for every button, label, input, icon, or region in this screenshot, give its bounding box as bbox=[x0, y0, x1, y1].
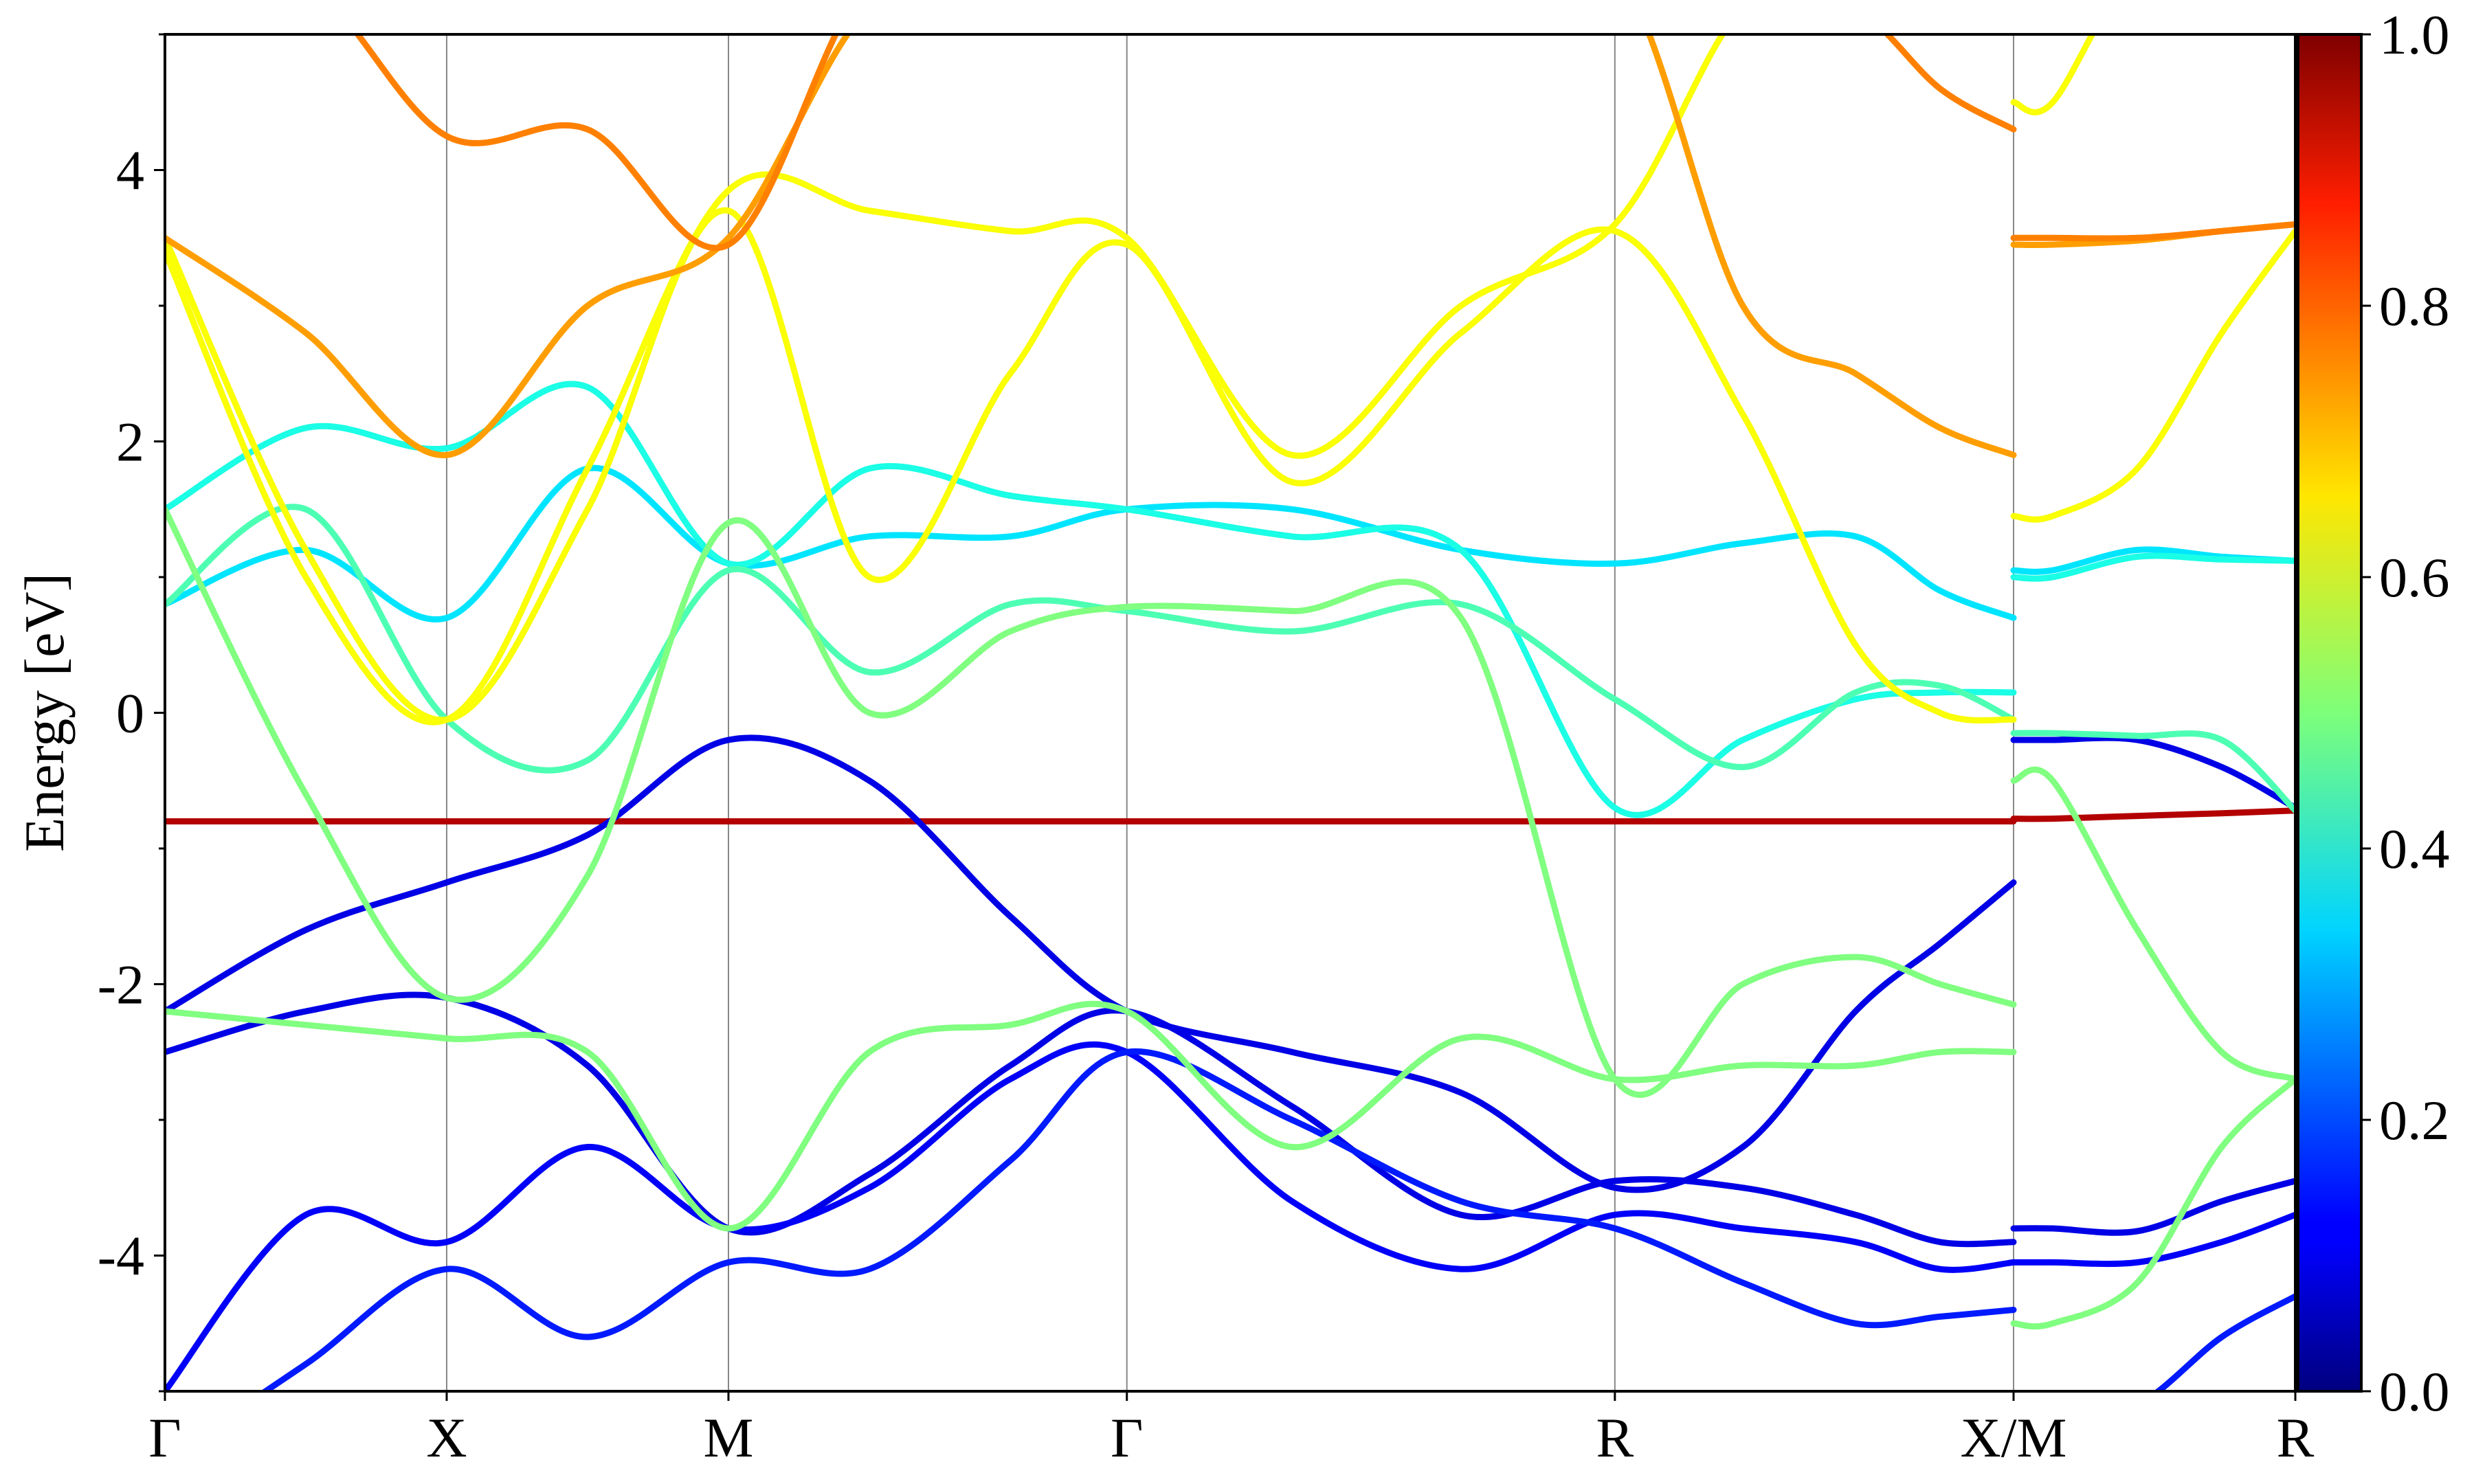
band-line bbox=[165, 34, 2017, 458]
band-lines bbox=[165, 34, 2295, 1391]
axis-ticks: Γ X M Γ R X/M R 4 2 0 -2 -4 bbox=[98, 33, 2315, 1469]
band-line bbox=[2010, 34, 2096, 115]
band-line bbox=[2010, 1076, 2295, 1330]
colorbar-tick-label: 1.0 bbox=[2379, 3, 2450, 66]
x-tick-label: X bbox=[426, 1406, 467, 1469]
band-line bbox=[2010, 221, 2295, 242]
colorbar-tick-label: 0.2 bbox=[2379, 1089, 2450, 1151]
y-tick-label: 2 bbox=[116, 411, 144, 473]
y-tick-label: 4 bbox=[116, 139, 144, 202]
band-line bbox=[165, 381, 2017, 818]
x-tick-label: Γ bbox=[1111, 1406, 1143, 1469]
y-tick-label: 0 bbox=[116, 682, 144, 745]
colorbar-tick-label: 0.8 bbox=[2379, 275, 2450, 337]
band-line bbox=[2010, 730, 2295, 814]
band-line bbox=[2010, 1178, 2295, 1236]
band-line bbox=[2010, 807, 2295, 822]
x-tick-label: R bbox=[2277, 1406, 2315, 1469]
colorbar-tick-label: 0.6 bbox=[2379, 546, 2450, 609]
colorbar-tick-label: 0.4 bbox=[2379, 818, 2450, 880]
band-line bbox=[165, 1000, 2017, 1232]
band-line bbox=[2010, 1211, 2295, 1268]
band-line bbox=[165, 991, 2017, 1248]
band-line bbox=[165, 506, 2017, 1098]
x-tick-label: X/M bbox=[1961, 1406, 2067, 1469]
plot-frame bbox=[164, 33, 2297, 1393]
y-axis-label: Energy [eV] bbox=[13, 573, 76, 852]
band-line bbox=[165, 464, 2017, 622]
band-line bbox=[260, 1048, 2017, 1391]
y-tick-label: -4 bbox=[98, 1225, 144, 1288]
x-tick-label: M bbox=[704, 1406, 754, 1469]
band-line bbox=[165, 207, 2017, 724]
band-line bbox=[2010, 227, 2295, 523]
y-tick-label: -2 bbox=[98, 954, 144, 1016]
colorbar-ticks: 0.0 0.2 0.4 0.6 0.8 1.0 bbox=[2361, 3, 2450, 1423]
band-line bbox=[165, 1041, 2017, 1391]
band-line bbox=[2153, 1293, 2295, 1391]
colorbar bbox=[2297, 33, 2363, 1393]
band-line bbox=[2010, 552, 2295, 582]
band-line bbox=[354, 34, 2017, 251]
x-tick-label: Γ bbox=[148, 1406, 181, 1469]
band-line bbox=[165, 734, 2017, 1193]
high-symmetry-lines bbox=[445, 34, 2015, 1391]
colorbar-tick-label: 0.0 bbox=[2379, 1360, 2450, 1423]
x-tick-label: R bbox=[1596, 1406, 1634, 1469]
band-line bbox=[2010, 734, 2295, 811]
band-line bbox=[165, 34, 1726, 726]
band-line bbox=[2010, 766, 2295, 1083]
